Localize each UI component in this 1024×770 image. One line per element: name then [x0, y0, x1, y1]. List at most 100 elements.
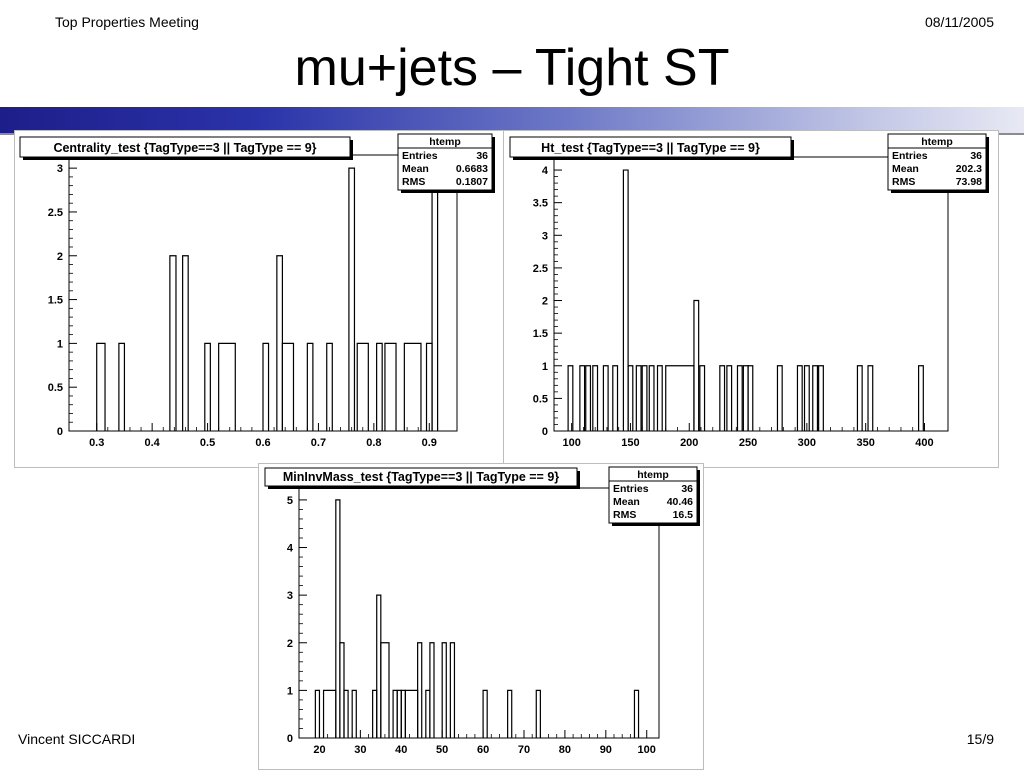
- stats-box: [397, 133, 493, 191]
- histogram-bin: [218, 342, 236, 431]
- histogram-bin: [449, 642, 456, 738]
- title-divider-bar: [0, 107, 1024, 133]
- ht-histogram: 0 0.5 1 1.5 2 2.5 3 3.5 4 100 150 200 250 300 350 400 Ht…: [509, 133, 989, 449]
- histogram-bin: [204, 342, 211, 431]
- x-tick-label: 30: [354, 744, 366, 756]
- histogram-bin: [372, 689, 378, 738]
- histogram-bin: [567, 365, 574, 431]
- histogram-bin: [431, 167, 439, 431]
- stats-label: Entries: [402, 150, 438, 162]
- histogram-bin: [400, 689, 406, 738]
- stats-name: htemp: [429, 136, 461, 148]
- histogram-bin: [482, 689, 488, 738]
- histogram-bin: [314, 689, 321, 738]
- histogram-bin: [392, 689, 398, 738]
- mininvmass-histogram: 0 1 2 3 4 5 20 30 40 50 60 70 80 90 100 MinInvMass_test…: [264, 466, 700, 756]
- y-tick-label: 2.5: [533, 263, 548, 275]
- histogram-bin: [648, 365, 655, 431]
- x-tick-label: 150: [621, 437, 639, 449]
- histogram-bin: [656, 365, 663, 431]
- histogram-bin: [747, 365, 754, 431]
- y-tick-label: 1: [287, 685, 293, 697]
- histogram-bin: [404, 689, 419, 738]
- y-tick-label: 0.5: [533, 393, 548, 405]
- histogram-bin: [742, 365, 749, 431]
- histogram-bin: [693, 299, 700, 431]
- x-tick-label: 300: [798, 437, 816, 449]
- histogram-bin: [351, 689, 357, 738]
- histogram-bin: [335, 499, 341, 738]
- histogram-bin: [665, 365, 695, 431]
- x-tick-label: 200: [680, 437, 698, 449]
- x-tick-label: 100: [638, 744, 656, 756]
- histogram-bin: [818, 365, 824, 431]
- centrality-histogram: 0 0.5 1 1.5 2 2.5 3 0.3 0.4 0.5 0.6 0.7 0.8 0.9 Centra…: [19, 133, 495, 449]
- histogram-bin: [699, 365, 706, 431]
- histogram-bin: [326, 342, 333, 431]
- header-meeting-name: Top Properties Meeting: [55, 14, 199, 30]
- histogram-bin: [441, 642, 447, 738]
- x-tick-label: 0.7: [311, 437, 326, 449]
- stats-label: RMS: [613, 509, 636, 521]
- y-tick-label: 2: [57, 251, 63, 263]
- x-tick-label: 60: [477, 744, 489, 756]
- histogram-bin: [403, 342, 422, 431]
- chart-title: Ht_test {TagType==3 || TagType == 9}: [541, 141, 760, 155]
- histogram-bin: [917, 365, 924, 431]
- stats-name: htemp: [921, 136, 953, 148]
- stats-value: 36: [970, 150, 982, 162]
- stats-value: 36: [476, 150, 488, 162]
- chart-title: Centrality_test {TagType==3 || TagType =…: [53, 141, 316, 155]
- x-tick-label: 0.9: [422, 437, 437, 449]
- histogram-bin: [339, 642, 345, 738]
- histogram-bin: [276, 255, 283, 431]
- stats-label: RMS: [892, 176, 915, 188]
- histogram-bin: [812, 365, 819, 431]
- y-tick-label: 0: [542, 426, 548, 438]
- histogram-bin: [803, 365, 810, 431]
- histogram-bin: [343, 689, 349, 738]
- y-tick-label: 1.5: [533, 328, 548, 340]
- y-tick-label: 2.5: [48, 207, 63, 219]
- histogram-bin: [856, 365, 863, 431]
- histogram-bin: [579, 365, 586, 431]
- title-box: [264, 467, 578, 487]
- y-tick-label: 2: [542, 296, 548, 308]
- histogram-bin: [169, 255, 177, 431]
- histogram-bin: [585, 365, 592, 431]
- histogram-bin: [627, 365, 634, 431]
- histogram-bin: [322, 689, 337, 738]
- x-tick-label: 80: [559, 744, 571, 756]
- x-tick-label: 250: [739, 437, 757, 449]
- x-tick-label: 0.4: [144, 437, 160, 449]
- x-tick-label: 0.8: [366, 437, 381, 449]
- histogram-bin: [592, 365, 599, 431]
- histogram-bin: [796, 365, 803, 431]
- histogram-bin: [429, 642, 435, 738]
- histogram-bin: [118, 342, 126, 431]
- histogram-bin: [182, 255, 189, 431]
- y-tick-label: 3: [542, 230, 548, 242]
- y-tick-label: 0: [57, 426, 63, 438]
- chart-panel-mininvmass: 0 1 2 3 4 5 20 30 40 50 60 70 80 90 100 MinInvMass_test…: [258, 463, 704, 770]
- y-tick-label: 2: [287, 638, 293, 650]
- histogram-bin: [281, 342, 295, 431]
- stats-label: Mean: [892, 163, 919, 175]
- plot-frame: [298, 487, 660, 739]
- histogram-bin: [602, 365, 609, 431]
- histogram-bin: [612, 365, 619, 431]
- x-tick-label: 400: [915, 437, 933, 449]
- stats-box: [887, 133, 987, 191]
- x-tick-label: 350: [856, 437, 874, 449]
- header-date: 08/11/2005: [924, 14, 994, 30]
- histogram-bin: [348, 167, 356, 431]
- y-tick-label: 0: [287, 733, 293, 745]
- histogram-bin: [776, 365, 783, 431]
- histogram-bin: [96, 342, 106, 431]
- footer-page-number: 15/9: [966, 731, 994, 747]
- stats-label: Entries: [892, 150, 928, 162]
- x-tick-label: 40: [395, 744, 407, 756]
- histogram-bin: [736, 365, 743, 431]
- y-tick-label: 3.5: [533, 198, 548, 210]
- chart-panel-ht: 0 0.5 1 1.5 2 2.5 3 3.5 4 100 150 200 250 300 350 400 Ht…: [503, 130, 999, 468]
